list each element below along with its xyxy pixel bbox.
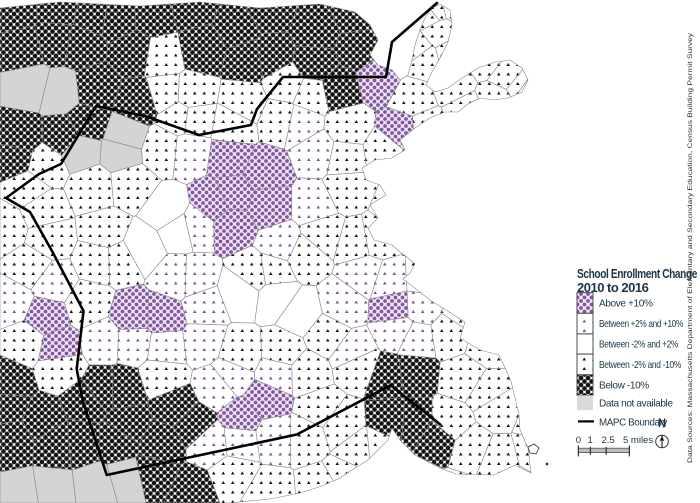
- svg-text:Data Sources: Massachusetts De: Data Sources: Massachusetts Department o…: [687, 32, 694, 463]
- svg-text:5 miles: 5 miles: [623, 435, 653, 446]
- svg-text:Data not available: Data not available: [599, 399, 673, 410]
- svg-text:Between -2% and +2%: Between -2% and +2%: [599, 340, 678, 351]
- svg-text:N: N: [658, 418, 666, 430]
- svg-text:1: 1: [588, 435, 593, 446]
- svg-text:Between +2% and +10%: Between +2% and +10%: [599, 319, 683, 330]
- svg-text:0: 0: [576, 435, 581, 446]
- svg-text:Above +10%: Above +10%: [599, 299, 653, 310]
- svg-text:2.5: 2.5: [602, 435, 615, 446]
- svg-text:Between -2% and -10%: Between -2% and -10%: [599, 360, 681, 371]
- svg-text:School Enrollment Change: School Enrollment Change: [577, 266, 697, 281]
- svg-text:Below -10%: Below -10%: [599, 381, 649, 392]
